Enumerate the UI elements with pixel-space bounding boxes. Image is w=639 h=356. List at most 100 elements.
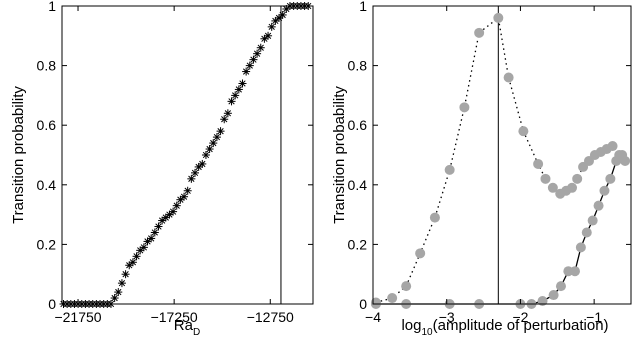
left-data-point xyxy=(216,127,225,136)
right-x-axis-label: log10(amplitude of perturbation) xyxy=(401,317,608,338)
right-series-0-point xyxy=(493,12,504,23)
right-x-tick-label: −4 xyxy=(365,309,381,325)
left-data-point xyxy=(132,252,141,261)
left-data-point xyxy=(187,174,196,183)
right-series-0-point xyxy=(572,173,583,184)
right-series-1-point xyxy=(569,266,580,277)
left-data-point-stroke xyxy=(188,175,195,182)
left-data-point-stroke xyxy=(180,193,188,200)
left-data-point-stroke xyxy=(122,271,129,278)
right-y-axis-label: Transition probability xyxy=(331,86,348,224)
right-y-tick-label: 0.6 xyxy=(348,117,368,133)
right-chart: −4 −3 −2 −1 0 0.2 0.4 0.6 0.8 1 log10(amplitude o… xyxy=(331,0,632,338)
left-data-point xyxy=(114,288,123,297)
left-data-point xyxy=(220,115,229,124)
left-data-point-stroke xyxy=(253,50,261,57)
left-data-point-stroke xyxy=(239,80,246,87)
left-data-point-stroke xyxy=(221,116,228,123)
right-x-tick-label: −2 xyxy=(512,309,528,325)
left-y-tick-label: 0 xyxy=(48,296,56,312)
right-series-0-point xyxy=(533,158,544,169)
left-y-tick-label: 1 xyxy=(48,0,56,14)
right-series-0-point xyxy=(547,182,558,193)
right-series-1-point xyxy=(537,296,548,307)
left-data-point xyxy=(205,145,214,154)
left-data-point-stroke xyxy=(213,133,221,141)
left-data-point xyxy=(198,159,207,168)
right-series-1-point xyxy=(581,227,592,238)
left-data-point-stroke xyxy=(246,62,253,69)
right-series-1-point xyxy=(587,215,598,226)
left-y-axis-label: Transition probability xyxy=(10,86,27,224)
left-data-point-stroke xyxy=(191,169,199,177)
left-data-point xyxy=(278,10,287,19)
left-data-point-stroke xyxy=(217,128,224,135)
left-data-point xyxy=(256,43,265,52)
right-series-0-point xyxy=(429,212,440,223)
left-data-point-stroke xyxy=(224,110,232,117)
right-series-0-point xyxy=(444,164,455,175)
left-data-point-stroke xyxy=(173,202,180,209)
left-data-point-stroke xyxy=(242,68,250,75)
left-data-point-stroke xyxy=(202,151,210,159)
left-data-point-stroke xyxy=(184,187,191,194)
left-x-tick-label: −21750 xyxy=(54,309,101,325)
left-data-point-stroke xyxy=(151,229,158,236)
left-ticks-layer: −21750 −17250 −12750 0 0.2 0.4 0.6 0.8 1 xyxy=(37,0,313,325)
left-plot-frame xyxy=(61,5,314,305)
left-data-point-stroke xyxy=(148,235,155,242)
right-series-1-point xyxy=(555,281,566,292)
left-x-tick-label: −12750 xyxy=(247,309,294,325)
right-series-0-point xyxy=(474,27,485,38)
right-series-0-point xyxy=(459,102,470,113)
left-data-point xyxy=(110,294,119,303)
left-data-point-stroke xyxy=(279,11,286,19)
left-data-point-stroke xyxy=(210,139,217,147)
right-series-0-point xyxy=(567,182,578,193)
right-series-0-point xyxy=(607,141,618,152)
right-plot-frame xyxy=(372,5,632,305)
left-marks-layer xyxy=(59,2,313,308)
right-y-tick-label: 0.4 xyxy=(348,177,368,193)
left-data-point-stroke xyxy=(129,259,137,266)
left-y-tick-label: 0.8 xyxy=(37,58,57,74)
left-data-point xyxy=(128,258,137,267)
left-data-point xyxy=(234,85,243,94)
left-data-point-stroke xyxy=(257,44,264,51)
left-data-point xyxy=(242,67,251,76)
left-data-point-stroke xyxy=(169,208,177,215)
left-data-point xyxy=(253,49,262,58)
right-series-1-point xyxy=(575,242,586,253)
right-x-tick-label: −1 xyxy=(586,309,602,325)
left-data-point-stroke xyxy=(115,288,122,296)
right-marks-layer xyxy=(370,6,631,309)
left-data-point xyxy=(223,109,232,118)
right-series-0-point xyxy=(540,173,551,184)
left-data-point-stroke xyxy=(118,279,126,287)
left-y-tick-label: 0.2 xyxy=(37,236,57,252)
left-data-point-stroke xyxy=(264,32,272,39)
left-data-point xyxy=(147,234,156,243)
left-data-point xyxy=(121,270,130,279)
left-data-point xyxy=(190,168,199,177)
left-data-point-stroke xyxy=(199,160,206,168)
left-data-point xyxy=(150,228,159,237)
left-data-point-stroke xyxy=(155,223,162,230)
left-data-point-stroke xyxy=(268,23,275,31)
left-data-point xyxy=(183,186,192,195)
left-data-point xyxy=(231,91,240,100)
right-series-1-point xyxy=(548,290,559,301)
left-data-point xyxy=(139,243,148,252)
left-data-point xyxy=(154,222,163,231)
left-data-point-stroke xyxy=(140,244,148,251)
left-data-point xyxy=(172,201,181,210)
right-y-tick-label: 0.2 xyxy=(348,236,368,252)
left-data-point-stroke xyxy=(133,253,140,260)
right-series-0-point xyxy=(503,72,514,83)
right-y-tick-label: 0.8 xyxy=(348,58,368,74)
right-series-0-point xyxy=(415,248,426,259)
left-data-point xyxy=(227,97,236,106)
left-data-point xyxy=(180,192,189,201)
right-series-1-point xyxy=(593,200,604,211)
